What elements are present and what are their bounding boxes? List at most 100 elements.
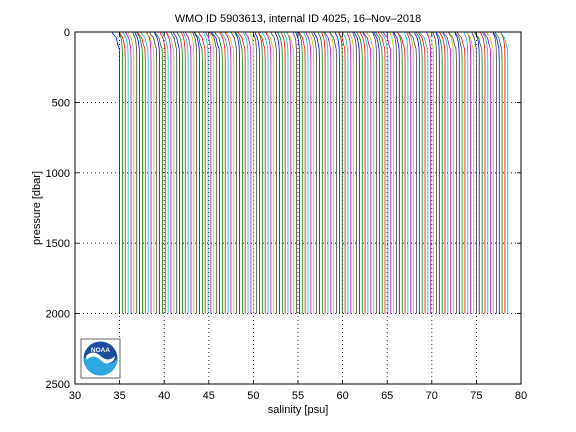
y-axis-label: pressure [dbar]	[31, 171, 43, 245]
salinity-profile-line	[426, 31, 432, 314]
x-tick-label: 35	[113, 390, 125, 402]
salinity-profile-line	[161, 31, 169, 314]
salinity-profile-line	[356, 31, 363, 314]
salinity-profile-line	[492, 31, 497, 314]
salinity-profile-line	[419, 31, 429, 314]
salinity-profile-line	[366, 31, 375, 314]
salinity-profile-line	[486, 31, 494, 314]
salinity-profile-line	[346, 31, 352, 314]
salinity-profile-line	[492, 31, 500, 314]
plot-frame	[74, 31, 522, 385]
salinity-profile-line	[249, 31, 255, 314]
salinity-profile-line	[311, 31, 317, 314]
noaa-logo-text: NOAA	[91, 347, 110, 354]
salinity-profile-line	[396, 31, 406, 314]
salinity-profile-line	[426, 31, 434, 314]
salinity-profile-line	[377, 31, 386, 314]
x-tick-label: 65	[381, 390, 393, 402]
x-tick-label: 40	[158, 390, 170, 402]
salinity-profile-line	[403, 31, 409, 314]
salinity-profile-line	[337, 31, 346, 314]
salinity-profile-line	[277, 31, 283, 314]
salinity-profile-line	[193, 31, 200, 314]
salinity-profile-line	[348, 31, 355, 314]
salinity-profile-line	[321, 31, 326, 314]
salinity-profile-line	[176, 31, 183, 314]
salinity-profile-line	[261, 31, 269, 314]
x-tick-label: 75	[470, 390, 482, 402]
salinity-profile-line	[456, 31, 466, 314]
salinity-profile-line	[134, 31, 140, 314]
salinity-profile-line	[317, 31, 323, 314]
x-axis-label: salinity [psu]	[268, 404, 329, 416]
salinity-profile-line	[303, 31, 309, 314]
salinity-profile-line	[415, 31, 423, 314]
salinity-profile-line	[225, 31, 235, 314]
x-tick-label: 45	[203, 390, 215, 402]
salinity-profile-line	[305, 31, 312, 314]
salinity-profile-line	[382, 31, 392, 314]
salinity-profile-line	[122, 31, 129, 314]
salinity-profile-line	[244, 31, 252, 314]
y-tick-label: 1000	[46, 168, 70, 180]
salinity-profile-line	[494, 31, 503, 314]
salinity-profile-line	[362, 31, 372, 314]
salinity-profiles	[111, 31, 509, 314]
x-tick-label: 30	[69, 390, 81, 402]
salinity-profile-line	[466, 31, 474, 314]
salinity-profile-line	[170, 31, 178, 314]
salinity-profile-line	[286, 31, 295, 314]
salinity-profile-line	[194, 31, 203, 314]
salinity-profile-line	[329, 31, 337, 314]
salinity-profile-line	[324, 31, 332, 314]
salinity-profile-line	[219, 31, 226, 314]
y-tick-label: 500	[52, 97, 70, 109]
salinity-profile-line	[471, 31, 477, 314]
y-tick-label: 2000	[46, 309, 70, 321]
salinity-profile-line	[210, 31, 218, 314]
y-tick-label: 0	[64, 27, 70, 39]
salinity-profile-line	[203, 31, 209, 314]
y-tick-label: 2500	[46, 379, 70, 391]
salinity-profile-line	[265, 31, 272, 314]
salinity-profile-line	[224, 31, 232, 314]
salinity-profile-line	[448, 31, 457, 314]
salinity-profile-line	[334, 31, 340, 314]
salinity-profile-line	[184, 31, 192, 314]
salinity-profile-line	[154, 31, 163, 314]
salinity-profile-line	[119, 31, 126, 314]
salinity-profile-line	[435, 31, 440, 314]
salinity-profile-line	[127, 31, 135, 314]
salinity-profile-line	[111, 31, 120, 314]
salinity-profile-line	[243, 31, 249, 314]
salinity-profile-line	[436, 31, 443, 314]
salinity-profile-line	[172, 31, 180, 314]
salinity-profile-line	[298, 31, 306, 314]
salinity-profile-line	[205, 31, 212, 314]
salinity-profile-line	[192, 31, 198, 314]
salinity-profile-line	[389, 31, 395, 314]
salinity-profile-line	[214, 31, 223, 314]
salinity-profile-line	[182, 31, 189, 314]
salinity-profile-line	[313, 31, 320, 314]
salinity-profile-line	[298, 31, 303, 314]
salinity-profile-line	[190, 31, 195, 314]
salinity-profile-line	[482, 31, 489, 314]
x-tick-label: 70	[426, 390, 438, 402]
salinity-profile-line	[181, 31, 186, 314]
salinity-profile-line	[442, 31, 452, 314]
salinity-profile-line	[165, 31, 172, 314]
salinity-profile-line	[362, 31, 369, 314]
salinity-profile-line	[454, 31, 463, 314]
salinity-profile-line	[372, 31, 377, 314]
salinity-profile-line	[392, 31, 397, 314]
salinity-profile-line	[274, 31, 280, 314]
salinity-profile-line	[159, 31, 166, 314]
salinity-profile-line	[283, 31, 289, 314]
x-tick-label: 50	[247, 390, 259, 402]
salinity-profile-line	[375, 31, 383, 314]
salinity-profile-line	[442, 31, 449, 314]
salinity-profile-line	[145, 31, 155, 314]
salinity-profile-line	[439, 31, 446, 314]
salinity-profile-line	[270, 31, 277, 314]
